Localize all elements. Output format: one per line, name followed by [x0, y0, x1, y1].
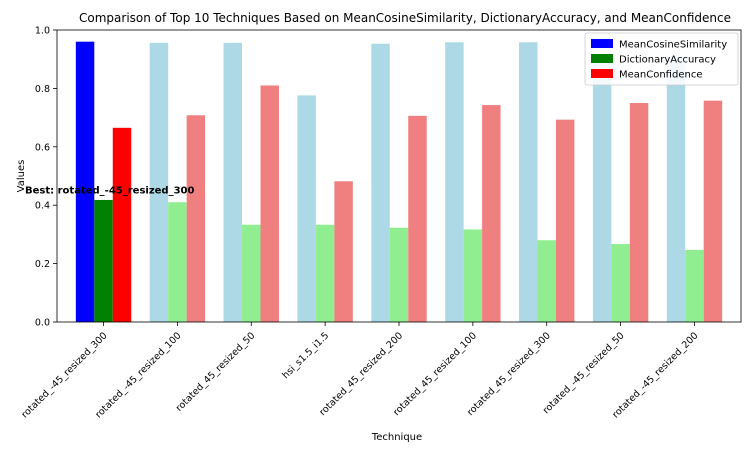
bar-DictionaryAccuracy-4	[389, 227, 409, 322]
x-tick-label: rotated_45_resized_100	[391, 330, 479, 418]
bar-MeanCosineSimilarity-8	[666, 56, 686, 322]
x-tick-label: rotated_45_resized_300	[465, 330, 553, 418]
chart-title: Comparison of Top 10 Techniques Based on…	[79, 11, 731, 25]
y-tick-label: 0.6	[35, 142, 50, 153]
bar-MeanCosineSimilarity-1	[149, 42, 169, 323]
legend-swatch-MeanConfidence	[591, 69, 613, 78]
bar-MeanCosineSimilarity-5	[445, 42, 464, 322]
bar-MeanConfidence-5	[482, 105, 501, 322]
bar-DictionaryAccuracy-6	[537, 240, 556, 322]
bar-DictionaryAccuracy-0	[94, 199, 113, 322]
best-annotation: Best: rotated_-45_resized_300	[25, 185, 195, 196]
x-tick-label: rotated_-45_resized_50	[541, 330, 627, 416]
legend-swatch-DictionaryAccuracy	[591, 54, 613, 63]
legend-label-DictionaryAccuracy: DictionaryAccuracy	[619, 55, 716, 66]
bar-DictionaryAccuracy-2	[242, 224, 261, 322]
legend-swatch-MeanCosineSimilarity	[591, 39, 613, 48]
x-tick-label: rotated_45_resized_200	[317, 330, 405, 418]
bar-MeanConfidence-1	[186, 115, 206, 322]
bar-MeanCosineSimilarity-6	[519, 42, 538, 322]
bar-MeanCosineSimilarity-7	[592, 56, 612, 322]
bar-MeanConfidence-4	[408, 115, 427, 323]
bar-DictionaryAccuracy-7	[611, 244, 630, 322]
bar-DictionaryAccuracy-1	[168, 202, 187, 322]
y-tick-label: 0.2	[35, 259, 50, 270]
bar-MeanConfidence-3	[334, 181, 353, 322]
bar-DictionaryAccuracy-5	[463, 229, 483, 322]
bar-MeanCosineSimilarity-2	[223, 42, 243, 323]
bar-MeanCosineSimilarity-3	[297, 95, 316, 323]
y-tick-label: 0.4	[35, 201, 50, 212]
y-tick-label: 0.8	[35, 84, 50, 95]
x-tick-label: rotated_-45_resized_200	[610, 330, 700, 420]
x-axis-label: Technique	[371, 432, 422, 443]
x-tick-label: rotated_45_resized_50	[174, 330, 257, 413]
bar-MeanCosineSimilarity-4	[371, 43, 390, 322]
bar-MeanConfidence-7	[629, 103, 649, 322]
bar-MeanCosineSimilarity-0	[75, 41, 95, 323]
y-tick-label: 1.0	[35, 26, 50, 37]
legend-label-MeanCosineSimilarity: MeanCosineSimilarity	[619, 40, 727, 51]
x-tick-label: rotated_-45_resized_300	[19, 330, 109, 420]
bar-MeanConfidence-6	[555, 119, 575, 322]
bar-DictionaryAccuracy-3	[315, 224, 335, 322]
legend: MeanCosineSimilarity DictionaryAccuracy Me…	[584, 32, 739, 86]
legend-label-MeanConfidence: MeanConfidence	[619, 70, 702, 81]
y-tick-label: 0.0	[35, 318, 50, 329]
x-tick-label: hsi_s1.5_i1.5	[280, 330, 331, 381]
y-axis-label: Values	[16, 160, 27, 193]
bar-MeanConfidence-0	[112, 127, 132, 322]
bar-MeanConfidence-2	[260, 85, 279, 322]
x-tick-label: rotated_-45_resized_100	[93, 330, 183, 420]
legend-box	[584, 32, 739, 86]
bar-DictionaryAccuracy-8	[685, 249, 704, 322]
bar-MeanConfidence-8	[703, 100, 723, 322]
